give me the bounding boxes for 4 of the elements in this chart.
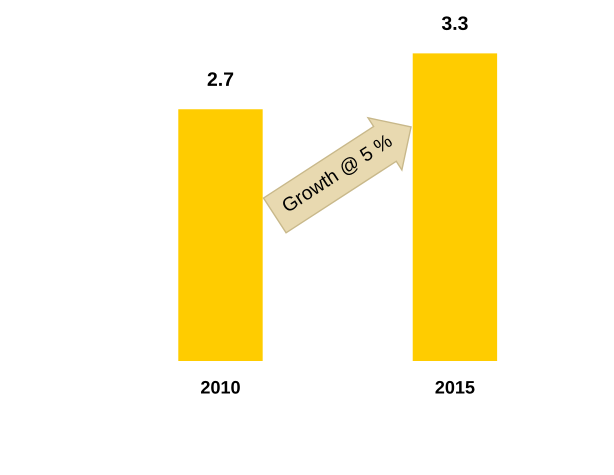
data-label: 2.7: [208, 72, 234, 86]
x-tick-label: 2015: [435, 380, 474, 394]
data-label: 3.3: [442, 16, 468, 30]
x-tick-label: 2010: [201, 380, 240, 394]
